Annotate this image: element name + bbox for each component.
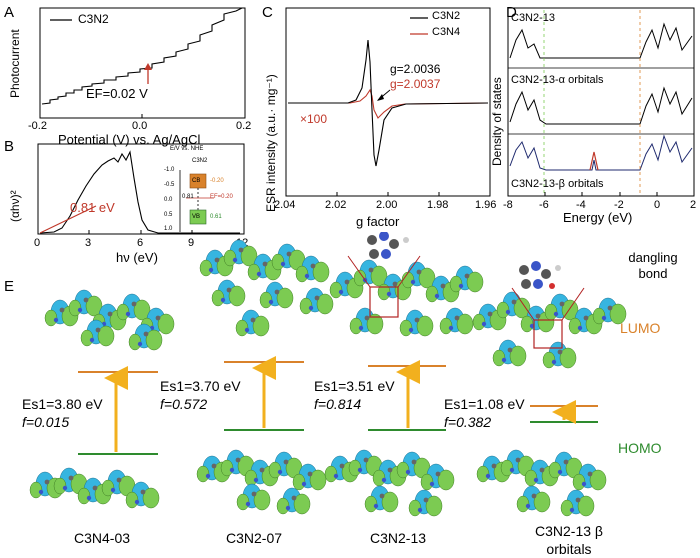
panel-e-diagram — [29, 232, 627, 517]
panel-a-legend: C3N2 — [78, 12, 109, 26]
panel-a-xtick-1: 0.0 — [132, 120, 148, 132]
panel-d-xtick-0: -8 — [503, 199, 513, 211]
mol3-homo — [324, 449, 455, 517]
panel-d-xtick-3: -2 — [614, 199, 624, 211]
mol4-lumo — [472, 291, 627, 369]
inset-tick-3: 0.5 — [164, 212, 173, 218]
panel-b-label: B — [4, 138, 15, 155]
mol4-name: C3N2-13 β orbitals — [535, 523, 603, 557]
panel-b-curve — [39, 150, 240, 234]
panel-c-xlabel: g factor — [356, 214, 400, 229]
panel-d-xtick-1: -6 — [539, 199, 549, 211]
panel-c-ylabel: ESR intensity (a.u.· mg⁻¹) — [264, 74, 278, 212]
panel-b-ylabel: (αhν)² — [8, 190, 22, 222]
inset-tick-0: -1.0 — [164, 167, 175, 173]
mol2-homo — [196, 449, 327, 515]
inset-cb-val: -0.20 — [210, 178, 224, 184]
panel-d-ylabel: Density of states — [490, 77, 504, 166]
panel-d-xtick-5: 2 — [690, 199, 697, 211]
inset-tick-4: 1.0 — [164, 226, 173, 232]
panel-d-sub2: C3N2-13-α orbitals — [511, 74, 604, 86]
mol1-homo — [29, 467, 160, 509]
inset-ef: EF=0.20 — [210, 194, 233, 200]
esr-c3n2-curve — [288, 39, 489, 167]
panel-c-chart — [285, 7, 491, 197]
dangling-bond-label: dangling bond — [628, 250, 678, 281]
inset-vb-val: 0.61 — [210, 214, 222, 220]
panel-b-xtick-0: 0 — [34, 237, 41, 249]
panel-d-xtick-2: -4 — [576, 199, 586, 211]
mol1-name: C3N4-03 — [74, 530, 131, 546]
panel-d-label: D — [506, 4, 517, 21]
panel-b-gap-label: 0.81 eV — [70, 200, 115, 215]
vb-box — [189, 209, 207, 225]
zoom-fragment-1 — [367, 232, 409, 259]
panel-d-xlabel: Energy (eV) — [563, 210, 633, 225]
mol2-lumo — [199, 239, 334, 337]
zoom-fragment-2 — [519, 261, 561, 289]
homo-label: HOMO — [618, 440, 662, 456]
mol2-es1: Es1=3.70 eV — [160, 378, 241, 394]
panel-a-xtick-0: -0.2 — [28, 120, 47, 132]
mol2-name: C3N2-07 — [226, 530, 283, 546]
mol3-name: C3N2-13 — [370, 530, 427, 546]
mol1-lumo — [44, 289, 175, 351]
panel-c-xtick-1: 2.02 — [325, 199, 347, 211]
panel-a-ef-annotation: EF=0.02 V — [86, 86, 148, 101]
mol3-es1: Es1=3.51 eV — [314, 378, 395, 394]
mol1-es1: Es1=3.80 eV — [22, 396, 103, 412]
panel-d-sub1: C3N2-13 — [511, 12, 556, 24]
panel-b-xlabel: hν (eV) — [116, 250, 158, 265]
panel-c-g1: g=2.0036 — [390, 62, 441, 76]
esr-c3n4-curve — [288, 88, 489, 119]
inset-cb: CB — [192, 178, 201, 184]
panel-d-sub3: C3N2-13-β orbitals — [511, 178, 604, 190]
mol1-f: f=0.015 — [22, 414, 70, 430]
mol3-f: f=0.814 — [314, 396, 362, 412]
panel-b-xtick-1: 3 — [85, 237, 92, 249]
mol2-f: f=0.572 — [160, 396, 208, 412]
panel-c-xtick-0: 2.04 — [274, 199, 296, 211]
lumo-label: LUMO — [620, 320, 661, 336]
panel-b-xtick-2: 6 — [137, 237, 144, 249]
panel-a-xtick-2: 0.2 — [236, 120, 252, 132]
panel-c-label: C — [262, 4, 273, 21]
panel-e-label: E — [4, 278, 15, 295]
mol4-homo — [476, 449, 607, 517]
inset-gap: 0.81 — [182, 194, 194, 200]
inset-tick-1: -0.5 — [164, 182, 175, 188]
panel-a-label: A — [4, 4, 15, 21]
inset-vb: VB — [192, 214, 201, 220]
inset-title: E/V vs. NHE — [170, 146, 204, 152]
panel-c-xtick-3: 1.98 — [427, 199, 449, 211]
panel-c-g2: g=2.0037 — [390, 77, 441, 91]
mol4-es1: Es1=1.08 eV — [444, 396, 525, 412]
panel-a-ylabel: Photocurrent — [8, 29, 22, 98]
panel-b-xtick-3: 9 — [188, 237, 195, 249]
panel-c-xtick-4: 1.96 — [475, 199, 497, 211]
panel-c-legend-0: C3N2 — [432, 10, 461, 22]
panel-a-curve — [41, 7, 243, 105]
inset-tick-2: 0.0 — [164, 197, 173, 203]
panel-d-chart — [507, 7, 695, 197]
panel-c-scale: ×100 — [300, 112, 328, 126]
mol3-lumo — [329, 259, 484, 337]
panel-c-xtick-2: 2.00 — [376, 199, 398, 211]
panel-c-legend-1: C3N4 — [432, 26, 461, 38]
mol4-f: f=0.382 — [444, 414, 492, 430]
panel-a-xlabel: Potential (V) vs. Ag/AgCl — [58, 132, 201, 147]
panel-a-chart — [39, 7, 246, 119]
panel-b-chart — [37, 143, 245, 235]
panel-d-xtick-4: 0 — [654, 199, 661, 211]
inset-material: C3N2 — [192, 158, 208, 164]
